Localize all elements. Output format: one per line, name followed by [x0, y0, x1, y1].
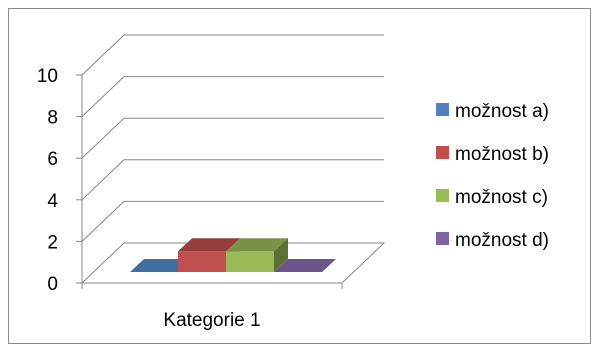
y-tick-label: 0	[47, 274, 58, 295]
gridline	[81, 34, 384, 76]
gridline	[81, 200, 384, 242]
chart-frame	[8, 8, 591, 344]
legend-swatch	[436, 232, 449, 245]
legend-label: možnost c)	[455, 187, 548, 208]
chart-walls	[80, 242, 386, 284]
gridlines	[81, 34, 384, 242]
legend-swatch	[436, 146, 449, 159]
bar-top	[130, 259, 192, 272]
bar-3	[226, 238, 288, 272]
bar-top	[226, 238, 288, 252]
y-tick-labels: 0 2 4 6 8 10	[37, 66, 59, 295]
y-tick-label: 6	[47, 149, 58, 170]
bar-top	[274, 259, 336, 272]
legend-label: možnost a)	[455, 101, 549, 122]
y-tick-label: 2	[47, 232, 58, 253]
axes	[76, 74, 343, 289]
y-tick-label: 8	[47, 108, 58, 129]
gridline	[81, 159, 384, 201]
bar-front	[178, 251, 226, 272]
gridline	[81, 117, 384, 159]
bar-4	[274, 259, 336, 272]
bar-1	[130, 259, 192, 272]
bars	[130, 238, 336, 272]
y-tick-label: 10	[37, 66, 58, 87]
floor	[80, 242, 386, 284]
bar-2	[178, 238, 240, 272]
legend-swatch	[436, 103, 449, 116]
bar-top	[178, 238, 240, 252]
legend-label: možnost d)	[455, 230, 549, 251]
category-label: Kategorie 1	[163, 310, 260, 331]
legend: možnost a) možnost b) možnost c) možnost d)	[436, 101, 549, 251]
y-tick-label: 4	[47, 191, 58, 212]
bar-side	[274, 238, 288, 272]
gridline	[81, 76, 384, 117]
legend-label: možnost b)	[455, 144, 549, 165]
bar-front	[226, 251, 274, 272]
legend-swatch	[436, 189, 449, 202]
